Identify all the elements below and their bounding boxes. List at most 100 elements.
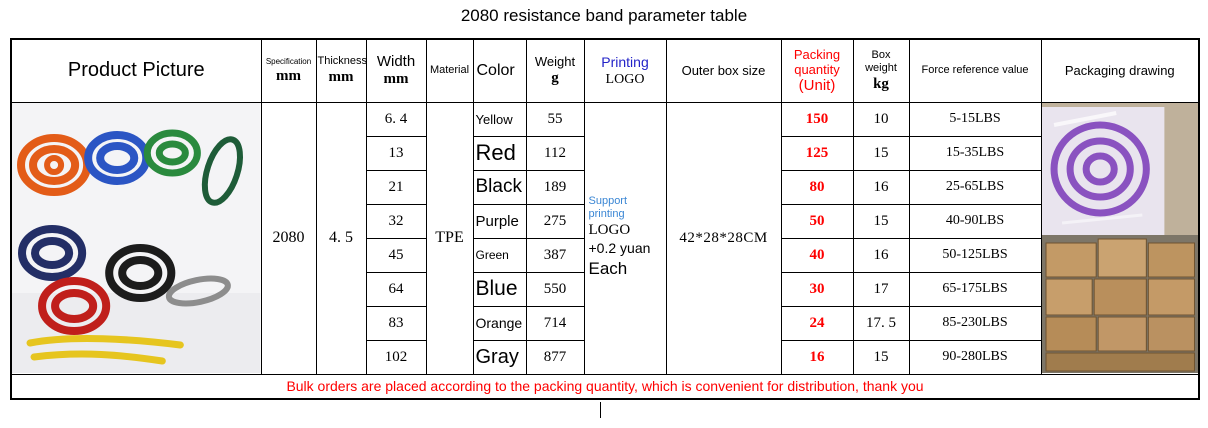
box-weight-unit: kg	[873, 75, 889, 92]
header-box-weight: Box weight kg	[852, 38, 910, 103]
packing-quantity-value: 50	[780, 203, 854, 239]
width-value: 6. 4	[365, 101, 427, 137]
weight-value: 112	[525, 135, 585, 171]
packaged-band-photo	[1042, 103, 1198, 235]
box-weight-value: 15	[852, 203, 910, 239]
color-value: Purple	[472, 203, 527, 239]
color-value: Red	[472, 135, 527, 171]
force-value: 40-90LBS	[908, 203, 1042, 239]
printing-each-text: Each	[588, 259, 628, 278]
header-product-picture: Product Picture	[10, 38, 262, 103]
color-value: Yellow	[472, 101, 527, 137]
force-value: 15-35LBS	[908, 135, 1042, 171]
table-row: 45 Green 387 40 16 50-125LBS	[11, 237, 1199, 273]
packaging-image-stack	[1042, 103, 1198, 373]
width-value: 45	[365, 237, 427, 273]
footer-note-row: Bulk orders are placed according to the …	[10, 373, 1200, 400]
header-weight: Weight g	[525, 38, 585, 103]
force-value: 85-230LBS	[908, 305, 1042, 341]
parameter-table: Product Picture Specification mm Thickne…	[10, 38, 1200, 400]
resistance-bands-photo	[12, 103, 260, 373]
box-weight-value: 10	[852, 101, 910, 137]
table-row: 64 Blue 550 30 17 65-175LBS	[11, 271, 1199, 307]
header-material: Material	[425, 38, 474, 103]
packing-quantity-value: 24	[780, 305, 854, 341]
box-weight-value: 17	[852, 271, 910, 307]
width-label: Width	[376, 53, 416, 71]
printing-price-text: +0.2 yuan	[588, 240, 651, 256]
weight-value: 189	[525, 169, 585, 205]
printing-logo-label: LOGO	[605, 71, 645, 87]
product-picture-image	[10, 101, 262, 375]
thickness-unit: mm	[328, 69, 354, 86]
material-value: TPE	[425, 101, 474, 375]
color-value: Green	[472, 237, 527, 273]
packing-quantity-value: 16	[780, 339, 854, 375]
table-bottom-divider	[600, 402, 601, 418]
packaging-drawing-images	[1040, 101, 1200, 375]
box-weight-value: 15	[852, 339, 910, 375]
weight-value: 275	[525, 203, 585, 239]
specification-label: Specification	[265, 56, 312, 66]
width-unit: mm	[383, 71, 409, 88]
weight-value: 387	[525, 237, 585, 273]
width-value: 102	[365, 339, 427, 375]
header-width: Width mm	[365, 38, 427, 103]
header-outer-box-size: Outer box size	[665, 38, 782, 103]
header-thickness: Thickness mm	[315, 38, 367, 103]
header-packing-quantity: Packing quantity (Unit)	[780, 38, 854, 103]
header-color: Color	[472, 38, 527, 103]
width-value: 64	[365, 271, 427, 307]
box-weight-value: 16	[852, 169, 910, 205]
weight-unit: g	[551, 70, 559, 87]
color-value: Gray	[472, 339, 527, 375]
width-value: 83	[365, 305, 427, 341]
force-value: 5-15LBS	[908, 101, 1042, 137]
box-weight-value: 16	[852, 237, 910, 273]
weight-value: 714	[525, 305, 585, 341]
thickness-value: 4. 5	[315, 101, 367, 375]
header-force-reference: Force reference value	[908, 38, 1042, 103]
box-weight-value: 17. 5	[852, 305, 910, 341]
printing-label: Printing	[601, 53, 649, 70]
outer-box-size-value: 42*28*28CM	[665, 101, 782, 375]
width-value: 32	[365, 203, 427, 239]
color-value: Black	[472, 169, 527, 205]
force-value: 25-65LBS	[908, 169, 1042, 205]
carton-boxes-photo	[1042, 235, 1198, 373]
printing-support-text: Support printing	[588, 195, 628, 220]
box-weight-label: Box weight	[865, 48, 897, 74]
weight-value: 550	[525, 271, 585, 307]
printing-logo-text: LOGO	[588, 222, 631, 238]
packing-quantity-value: 125	[780, 135, 854, 171]
table-row: 102 Gray 877 16 15 90-280LBS	[11, 339, 1199, 375]
table-row: 13 Red 112 125 15 15-35LBS	[11, 135, 1199, 171]
thickness-label: Thickness	[317, 55, 366, 68]
header-specification: Specification mm	[260, 38, 317, 103]
header-printing: Printing LOGO	[583, 38, 667, 103]
specification-value: 2080	[260, 101, 317, 375]
table-row: 21 Black 189 80 16 25-65LBS	[11, 169, 1199, 205]
weight-value: 877	[525, 339, 585, 375]
force-value: 65-175LBS	[908, 271, 1042, 307]
width-value: 21	[365, 169, 427, 205]
footer-note: Bulk orders are placed according to the …	[10, 373, 1200, 400]
packing-quantity-value: 30	[780, 271, 854, 307]
color-value: Blue	[472, 271, 527, 307]
packing-quantity-label: Packing quantity	[793, 47, 841, 78]
packing-quantity-value: 150	[780, 101, 854, 137]
packing-quantity-value: 40	[780, 237, 854, 273]
page-title: 2080 resistance band parameter table	[460, 6, 748, 25]
specification-unit: mm	[276, 67, 301, 84]
color-value: Orange	[472, 305, 527, 341]
force-value: 90-280LBS	[908, 339, 1042, 375]
printing-info: Support printing LOGO +0.2 yuan Each	[583, 101, 667, 375]
packing-quantity-unit: (Unit)	[798, 77, 836, 95]
header-packaging-drawing: Packaging drawing	[1040, 38, 1200, 103]
box-weight-value: 15	[852, 135, 910, 171]
table-row: 2080 4. 5 6. 4 TPE Yellow 55 Support pri…	[10, 101, 1200, 375]
width-value: 13	[365, 135, 427, 171]
table-header-row: Product Picture Specification mm Thickne…	[10, 38, 1200, 103]
packing-quantity-value: 80	[780, 169, 854, 205]
force-value: 50-125LBS	[908, 237, 1042, 273]
